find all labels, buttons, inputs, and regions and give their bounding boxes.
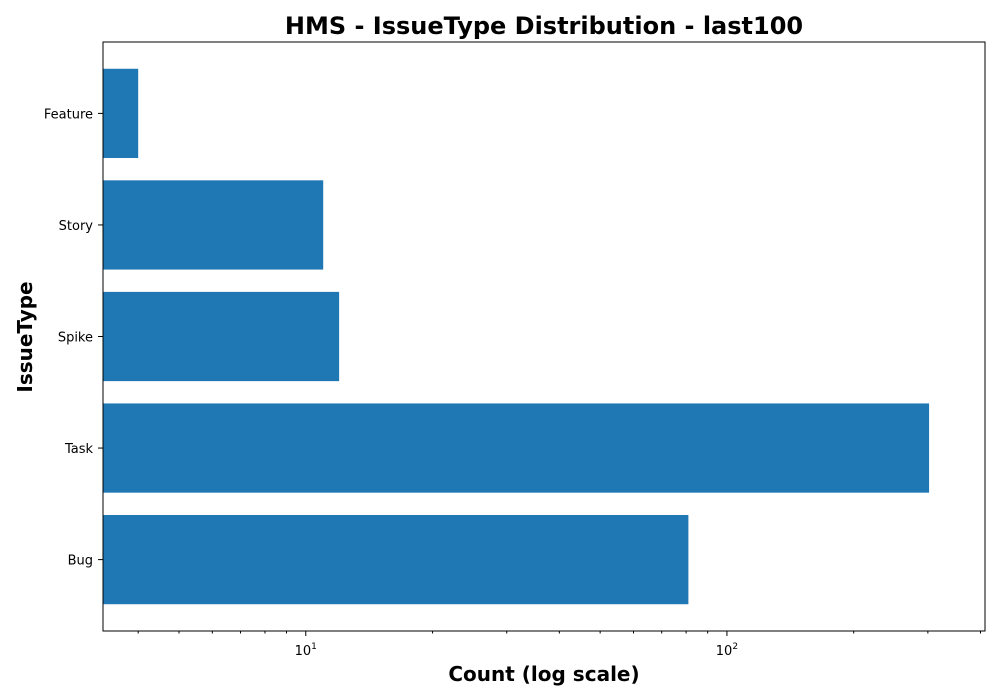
bar-story (103, 180, 324, 270)
plot-frame (102, 41, 986, 632)
bars-group (103, 68, 930, 605)
x-tick-label: 102 (716, 642, 738, 659)
y-tick-label-feature: Feature (44, 107, 93, 122)
y-tick-label-bug: Bug (68, 554, 93, 569)
y-ticks: Bug Task Spike Story Feature (44, 107, 103, 569)
bar-task (103, 403, 930, 493)
bar-spike (103, 291, 340, 382)
y-tick-label-task: Task (64, 442, 94, 457)
y-axis-label: IssueType (13, 281, 37, 392)
chart-title: HMS - IssueType Distribution - last100 (285, 12, 803, 40)
x-major-ticks: 101 102 (295, 631, 738, 659)
x-tick-label: 101 (295, 642, 317, 659)
y-tick-label-story: Story (59, 219, 94, 234)
bar-bug (103, 514, 689, 605)
y-tick-label-spike: Spike (58, 331, 93, 346)
x-axis-label: Count (log scale) (448, 662, 639, 686)
bar-feature (103, 68, 139, 159)
